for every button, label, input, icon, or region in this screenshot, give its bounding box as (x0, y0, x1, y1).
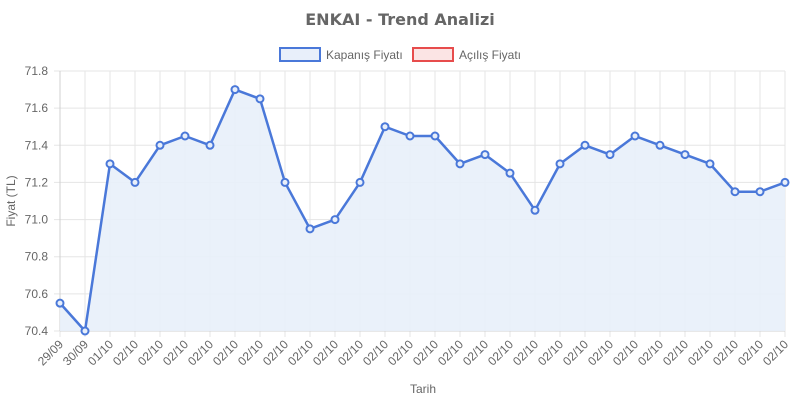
x-tick-label: 01/10 (85, 337, 116, 368)
closing-point[interactable] (555, 159, 565, 169)
x-tick-label: 02/10 (310, 337, 341, 368)
closing-point[interactable] (755, 187, 765, 197)
x-tick-label: 02/10 (460, 337, 491, 368)
x-tick-label: 02/10 (110, 337, 141, 368)
x-tick-label: 02/10 (710, 337, 741, 368)
legend-item-closing[interactable]: Kapanış Fiyatı (279, 47, 403, 62)
closing-point[interactable] (480, 150, 490, 160)
x-axis-ticks: 29/0930/0901/1002/1002/1002/1002/1002/10… (35, 337, 791, 368)
y-tick-label: 70.4 (25, 324, 49, 338)
x-tick-label: 02/10 (560, 337, 591, 368)
x-tick-label: 02/10 (660, 337, 691, 368)
legend-swatch-closing (279, 47, 321, 62)
x-tick-label: 02/10 (360, 337, 391, 368)
series-area (60, 89, 785, 331)
y-tick-label: 71.6 (25, 101, 49, 115)
x-tick-label: 02/10 (735, 337, 766, 368)
x-tick-label: 02/10 (385, 337, 416, 368)
closing-point[interactable] (630, 131, 640, 141)
x-tick-label: 02/10 (610, 337, 641, 368)
closing-point[interactable] (780, 177, 790, 187)
x-tick-label: 02/10 (285, 337, 316, 368)
legend-label-opening: Açılış Fiyatı (459, 48, 521, 62)
y-tick-label: 70.8 (25, 250, 49, 264)
closing-point[interactable] (405, 131, 415, 141)
x-tick-label: 02/10 (235, 337, 266, 368)
x-tick-label: 02/10 (760, 337, 791, 368)
chart-title: ENKAI - Trend Analizi (305, 10, 494, 29)
closing-point[interactable] (105, 159, 115, 169)
x-tick-label: 30/09 (60, 337, 91, 368)
closing-point[interactable] (430, 131, 440, 141)
closing-point[interactable] (705, 159, 715, 169)
y-axis-label: Fiyat (TL) (4, 175, 18, 226)
x-tick-label: 02/10 (135, 337, 166, 368)
x-tick-label: 02/10 (685, 337, 716, 368)
closing-point[interactable] (680, 150, 690, 160)
closing-point[interactable] (130, 177, 140, 187)
x-tick-label: 02/10 (510, 337, 541, 368)
closing-point[interactable] (605, 150, 615, 160)
closing-point[interactable] (205, 140, 215, 150)
legend-swatch-opening (412, 47, 454, 62)
y-tick-label: 71.2 (25, 175, 49, 189)
closing-point[interactable] (230, 85, 240, 95)
legend: Kapanış Fiyatı Açılış Fiyatı (279, 47, 521, 62)
legend-item-opening[interactable]: Açılış Fiyatı (412, 47, 521, 62)
series-points (55, 85, 790, 336)
closing-point[interactable] (280, 177, 290, 187)
legend-label-closing: Kapanış Fiyatı (326, 48, 403, 62)
y-tick-label: 70.6 (25, 287, 49, 301)
x-tick-label: 02/10 (160, 337, 191, 368)
x-axis-label: Tarih (410, 382, 436, 396)
closing-point[interactable] (255, 94, 265, 104)
x-tick-label: 02/10 (635, 337, 666, 368)
closing-point[interactable] (730, 187, 740, 197)
x-tick-label: 29/09 (35, 337, 66, 368)
closing-point[interactable] (455, 159, 465, 169)
closing-area (60, 89, 785, 331)
x-tick-label: 02/10 (485, 337, 516, 368)
x-tick-label: 02/10 (410, 337, 441, 368)
closing-point[interactable] (305, 224, 315, 234)
x-tick-label: 02/10 (185, 337, 216, 368)
closing-point[interactable] (530, 205, 540, 215)
x-tick-label: 02/10 (335, 337, 366, 368)
y-tick-label: 71.4 (25, 138, 49, 152)
x-tick-label: 02/10 (260, 337, 291, 368)
closing-point[interactable] (180, 131, 190, 141)
closing-point[interactable] (580, 140, 590, 150)
y-tick-label: 71.0 (25, 213, 49, 227)
closing-point[interactable] (80, 326, 90, 336)
x-tick-label: 02/10 (535, 337, 566, 368)
y-axis-ticks: 70.4 70.6 70.8 71.0 71.2 71.4 71.6 71.8 (25, 64, 49, 338)
closing-point[interactable] (355, 177, 365, 187)
y-tick-label: 71.8 (25, 64, 49, 78)
x-tick-label: 02/10 (585, 337, 616, 368)
x-tick-label: 02/10 (435, 337, 466, 368)
x-tick-label: 02/10 (210, 337, 241, 368)
closing-point[interactable] (330, 215, 340, 225)
closing-point[interactable] (505, 168, 515, 178)
closing-point[interactable] (655, 140, 665, 150)
closing-point[interactable] (55, 298, 65, 308)
closing-point[interactable] (155, 140, 165, 150)
closing-point[interactable] (380, 122, 390, 132)
